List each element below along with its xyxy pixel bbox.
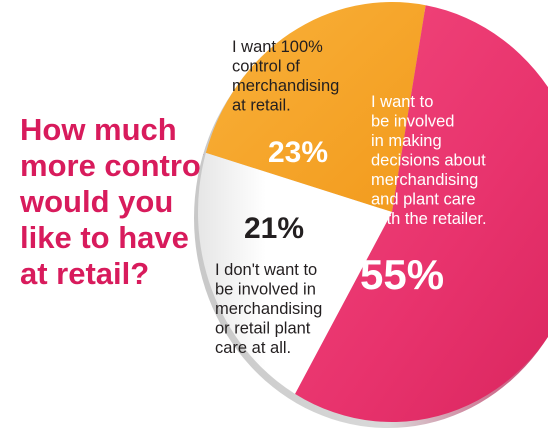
chart-title-line: more control [20,148,210,183]
slice-label-line: be involved [371,113,454,131]
slice-label-line: with the retailer. [370,210,487,228]
slice-label-line: care at all. [215,339,291,357]
slice-label-line: be involved in [215,281,316,299]
pie-slice [198,152,392,394]
slice-label-line: control of [232,58,300,76]
slice-label-line: and plant care [371,191,476,209]
pie-slice [295,5,548,422]
slice-value-label: 23% [268,136,328,169]
slice-label-line: merchandising [215,300,322,318]
slice-label-line: I want 100% [232,38,323,56]
chart-title-line: How much [20,112,177,147]
slice-label-line: I don't want to [215,261,317,279]
slice-label-line: or retail plant [215,320,311,338]
chart-title-line: would you [20,184,174,219]
slice-label-line: I want to [371,93,433,111]
slice-label-line: in making [371,132,442,150]
slice-label-line: decisions about [371,152,486,170]
slice-value-label: 55% [360,251,444,298]
slice-label-line: at retail. [232,97,291,115]
pie-slice [205,1,426,213]
slice-label-line: merchandising [371,171,478,189]
chart-title-line: at retail? [20,256,150,291]
chart-title: How much more control would you like to … [20,112,220,292]
slice-value-label: 21% [244,212,304,245]
slice-label-line: merchandising [232,77,339,95]
chart-title-line: like to have [20,220,189,255]
